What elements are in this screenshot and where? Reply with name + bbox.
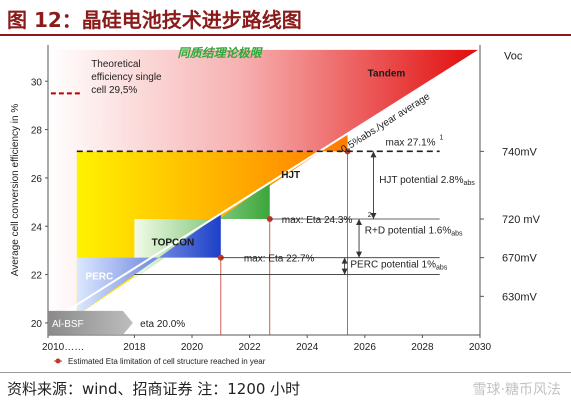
x-tick-label: 2026	[354, 342, 377, 353]
theoretical-label-line: efficiency single	[91, 72, 162, 83]
x-tick-label: 2010……	[42, 342, 84, 353]
rd-potential-arrow-head-bottom	[356, 251, 363, 258]
y-axis-label: Average cell conversion efficiency in %	[10, 104, 21, 277]
y-tick-label: 30	[31, 77, 43, 88]
y-tick-label: 24	[31, 222, 43, 233]
x-tick-label: 2018	[123, 342, 146, 353]
rd-potential-label: R+D potential 1.6%abs	[365, 226, 463, 238]
x-tick-label: 2020	[181, 342, 204, 353]
trend-line	[47, 48, 481, 324]
source-note: 资料来源：wind、招商证券 注：1200 小时	[7, 380, 301, 398]
hjt-max-label: max 27.1%	[386, 137, 436, 148]
right-axis-label: 630mV	[502, 291, 538, 303]
header-divider	[0, 34, 571, 36]
legend-swatch-point	[55, 358, 61, 364]
hjt-potential-arrow-head-bottom	[370, 213, 377, 219]
perc-label: PERC	[85, 271, 113, 282]
right-axis-label: 740mV	[502, 146, 538, 158]
right-axis-label: 670mV	[502, 253, 538, 265]
hjt-max-sup: 1	[440, 134, 444, 141]
topcon-region	[134, 182, 270, 280]
topcon-max-sup: 2	[368, 212, 372, 219]
homojunction-limit-annotation: 同质结理论极限	[178, 46, 264, 60]
al-bsf-label: Al-BSF	[52, 319, 84, 330]
perc-max-label: max: Eta 22.7%	[244, 254, 315, 265]
right-axis-label: 720 mV	[502, 214, 541, 226]
theoretical-label-line: cell 29,5%	[91, 85, 137, 96]
al-bsf-eta-label: eta 20.0%	[140, 319, 185, 330]
y-tick-label: 22	[31, 271, 43, 282]
y-tick-label: 26	[31, 174, 43, 185]
y-tick-label: 28	[31, 126, 43, 137]
hjt-potential-label: HJT potential 2.8%abs	[379, 175, 475, 187]
x-tick-label: 2022	[238, 342, 261, 353]
right-axis-title: Voc	[504, 51, 523, 63]
footer-divider	[0, 372, 571, 373]
tandem-label: Tandem	[368, 68, 406, 79]
hjt-potential-arrow-head-top	[370, 151, 377, 158]
topcon-label: TOPCON	[152, 238, 195, 249]
y-tick-label: 20	[31, 319, 43, 330]
watermark: 雪球·糖币风法	[472, 382, 561, 398]
theoretical-label-line: Theoretical	[91, 59, 140, 70]
x-tick-label: 2024	[296, 342, 319, 353]
perc-potential-arrow-head-top	[341, 257, 348, 264]
figure-title: 图 12：晶硅电池技术进步路线图	[7, 8, 302, 32]
figure-header: 图 12：晶硅电池技术进步路线图	[0, 0, 571, 34]
x-tick-label: 2030	[469, 342, 492, 353]
hjt-label: HJT	[281, 170, 300, 181]
rd-potential-arrow-head-top	[356, 219, 363, 225]
topcon-max-label: max: Eta 24.3%	[282, 215, 353, 226]
legend-text: Estimated Eta limitation of cell structu…	[68, 357, 266, 366]
perc-potential-label: PERC potential 1%abs	[350, 259, 447, 271]
perc-potential-arrow-head-bottom	[341, 268, 348, 275]
x-tick-label: 2028	[411, 342, 434, 353]
al-bsf-arrow	[48, 310, 133, 335]
